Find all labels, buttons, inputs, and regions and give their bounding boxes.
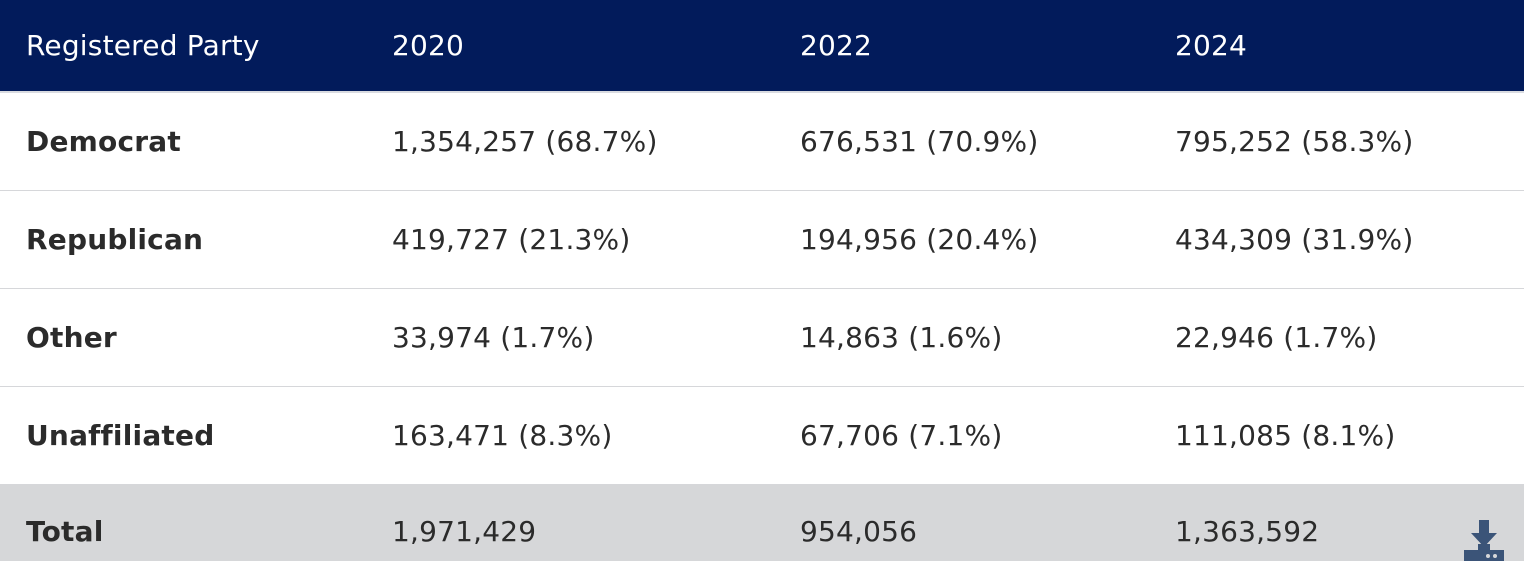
cell-total-2024: 1,363,592 — [1175, 515, 1320, 548]
table-row: Democrat 1,354,257 (68.7%) 676,531 (70.9… — [0, 93, 1524, 191]
header-2022: 2022 — [800, 29, 873, 62]
header-2024: 2024 — [1175, 29, 1248, 62]
cell-democrat-2020: 1,354,257 (68.7%) — [392, 125, 658, 158]
cell-unaffiliated-2020: 163,471 (8.3%) — [392, 419, 613, 452]
cell-unaffiliated-2024: 111,085 (8.1%) — [1175, 419, 1396, 452]
row-label-democrat: Democrat — [26, 125, 181, 158]
download-button[interactable] — [1462, 520, 1506, 561]
cell-unaffiliated-2022: 67,706 (7.1%) — [800, 419, 1003, 452]
header-2020: 2020 — [392, 29, 465, 62]
cell-other-2024: 22,946 (1.7%) — [1175, 321, 1378, 354]
row-label-other: Other — [26, 321, 117, 354]
cell-republican-2024: 434,309 (31.9%) — [1175, 223, 1414, 256]
row-label-unaffiliated: Unaffiliated — [26, 419, 215, 452]
download-icon — [1464, 520, 1504, 561]
cell-democrat-2024: 795,252 (58.3%) — [1175, 125, 1414, 158]
cell-other-2022: 14,863 (1.6%) — [800, 321, 1003, 354]
table-row: Unaffiliated 163,471 (8.3%) 67,706 (7.1%… — [0, 387, 1524, 485]
cell-total-2022: 954,056 — [800, 515, 918, 548]
cell-republican-2020: 419,727 (21.3%) — [392, 223, 631, 256]
table-row: Republican 419,727 (21.3%) 194,956 (20.4… — [0, 191, 1524, 289]
cell-republican-2022: 194,956 (20.4%) — [800, 223, 1039, 256]
cell-total-2020: 1,971,429 — [392, 515, 537, 548]
cell-other-2020: 33,974 (1.7%) — [392, 321, 595, 354]
cell-democrat-2022: 676,531 (70.9%) — [800, 125, 1039, 158]
table-row-total: Total 1,971,429 954,056 1,363,592 — [0, 485, 1524, 561]
row-label-total: Total — [26, 515, 104, 548]
table-row: Other 33,974 (1.7%) 14,863 (1.6%) 22,946… — [0, 289, 1524, 387]
table-header: Registered Party 2020 2022 2024 — [0, 0, 1524, 93]
header-registered-party: Registered Party — [26, 29, 260, 62]
row-label-republican: Republican — [26, 223, 204, 256]
